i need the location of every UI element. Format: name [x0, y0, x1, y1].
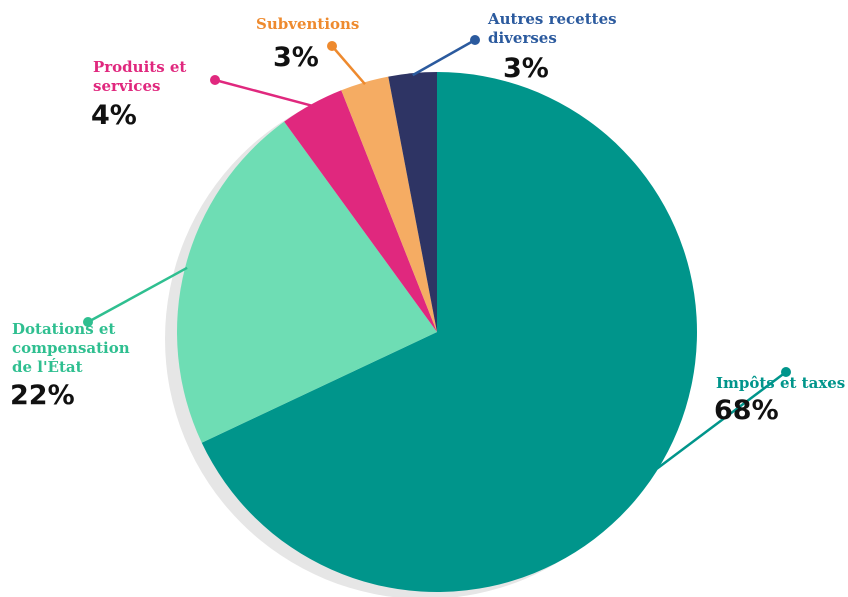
label-dotations: Dotations et compensation de l'État 22%	[10, 320, 130, 411]
leader-line-subventions	[331, 45, 366, 86]
pie-slice-subventions	[341, 76, 437, 332]
leader-line-dotations	[87, 266, 188, 324]
label-dotations-line2: compensation	[12, 339, 130, 357]
leader-dot-dotations	[83, 317, 93, 327]
leader-line-autres	[412, 38, 476, 77]
leader-dot-impots	[781, 367, 791, 377]
label-dotations-line1: Dotations et	[12, 320, 115, 338]
label-autres-pct: 3%	[503, 53, 549, 84]
label-autres: Autres recettes diverses 3%	[487, 10, 617, 84]
label-produits: Produits et services 4%	[91, 58, 186, 131]
pie-slices	[176, 72, 697, 592]
leader-line-produits	[214, 78, 314, 108]
leader-line-impots	[654, 370, 787, 472]
label-dotations-line3: de l'État	[12, 358, 83, 376]
label-produits-line2: services	[93, 77, 160, 95]
pie-slice-autres	[388, 72, 437, 332]
leader-dot-subventions	[327, 41, 337, 51]
leader-dot-autres	[470, 35, 480, 45]
label-impots: Impôts et taxes 68%	[714, 374, 845, 426]
label-produits-pct: 4%	[91, 100, 137, 131]
label-subventions: Subventions 3%	[256, 15, 359, 73]
label-autres-line1: Autres recettes	[487, 10, 617, 28]
label-autres-line2: diverses	[488, 29, 557, 47]
label-subventions-name: Subventions	[256, 15, 359, 33]
label-impots-name: Impôts et taxes	[716, 374, 845, 392]
pie-slice-dotations	[176, 121, 437, 443]
label-subventions-pct: 3%	[273, 42, 319, 73]
leader-lines	[83, 35, 791, 472]
pie-slice-produits	[284, 90, 437, 332]
label-impots-pct: 68%	[714, 395, 779, 426]
label-produits-line1: Produits et	[93, 58, 186, 76]
label-dotations-pct: 22%	[10, 380, 75, 411]
leader-dot-produits	[210, 75, 220, 85]
pie-slice-impots	[201, 72, 697, 592]
